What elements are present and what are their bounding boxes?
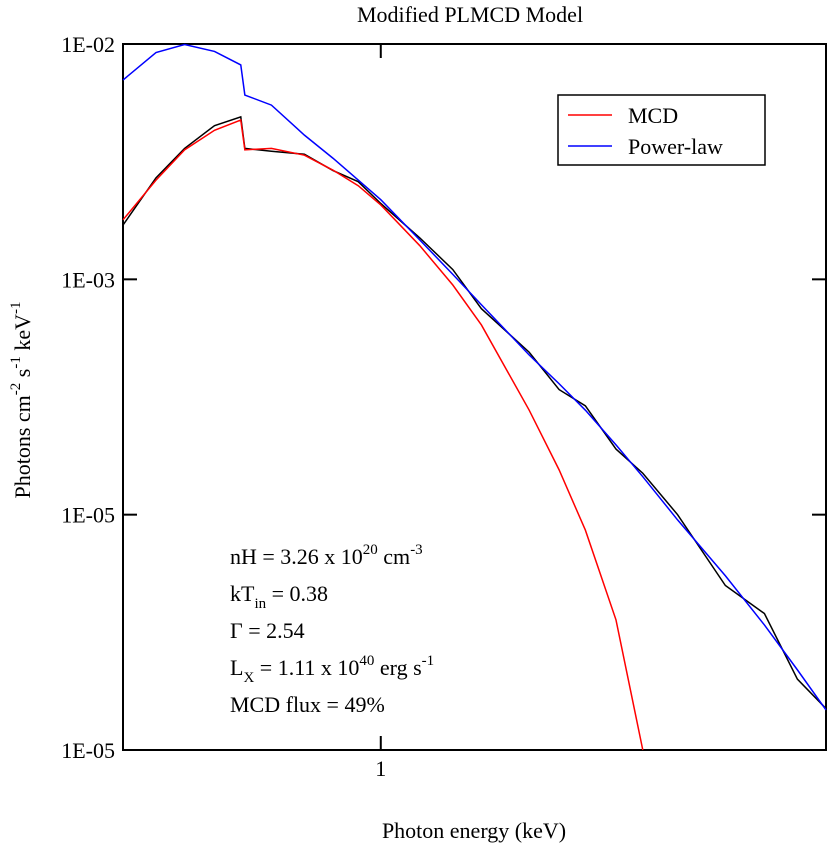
y-axis-label-part: keV — [10, 314, 35, 356]
annotation: Γ = 2.54 — [230, 618, 305, 643]
annotation-part: kT — [230, 581, 255, 606]
legend-label: Power-law — [628, 134, 723, 159]
annotation: LX = 1.11 x 1040 erg s-1 — [230, 653, 434, 686]
annotation-part: L — [230, 655, 243, 680]
annotation-part: 40 — [359, 653, 374, 669]
y-axis-label-part: -1 — [8, 356, 24, 369]
annotation-part: -3 — [410, 542, 423, 558]
annotation-part: = 1.11 x 10 — [254, 655, 359, 680]
plot-frame — [122, 43, 827, 751]
series-line — [122, 115, 827, 710]
y-axis-label-part: -2 — [8, 383, 24, 396]
x-tick-label: 1 — [375, 756, 386, 781]
annotation: nH = 3.26 x 1020 cm-3 — [230, 542, 423, 569]
annotation-part: = 0.38 — [266, 581, 328, 606]
annotation-part: cm — [378, 544, 410, 569]
legend-label: MCD — [628, 103, 678, 128]
y-tick-label: 1E-05 — [61, 738, 115, 763]
annotation-part: erg s — [374, 655, 421, 680]
series-line — [122, 119, 644, 751]
legend-box — [557, 94, 766, 166]
annotation-part: Γ = 2.54 — [230, 618, 305, 643]
annotation-part: nH = 3.26 x 10 — [230, 544, 363, 569]
annotation: kTin = 0.38 — [230, 581, 328, 612]
annotation: MCD flux = 49% — [230, 692, 385, 717]
series-line — [122, 43, 827, 711]
y-tick-label: 1E-05 — [61, 503, 115, 528]
y-tick-label: 1E-02 — [61, 32, 115, 57]
annotation-part: in — [254, 596, 266, 612]
y-axis-label-part: -1 — [8, 301, 24, 314]
y-axis-label: Photons cm-2 s-1 keV-1 — [8, 301, 35, 498]
chart-title: Modified PLMCD Model — [357, 2, 583, 27]
y-axis-label-part: s — [10, 369, 35, 383]
x-axis-label: Photon energy (keV) — [382, 818, 566, 843]
annotation-part: -1 — [422, 653, 435, 669]
y-tick-label: 1E-03 — [61, 267, 115, 292]
annotation-part: 20 — [363, 542, 378, 558]
annotation-part: X — [243, 670, 254, 686]
annotation-part: MCD flux = 49% — [230, 692, 385, 717]
y-axis-label-part: Photons cm — [10, 395, 35, 498]
